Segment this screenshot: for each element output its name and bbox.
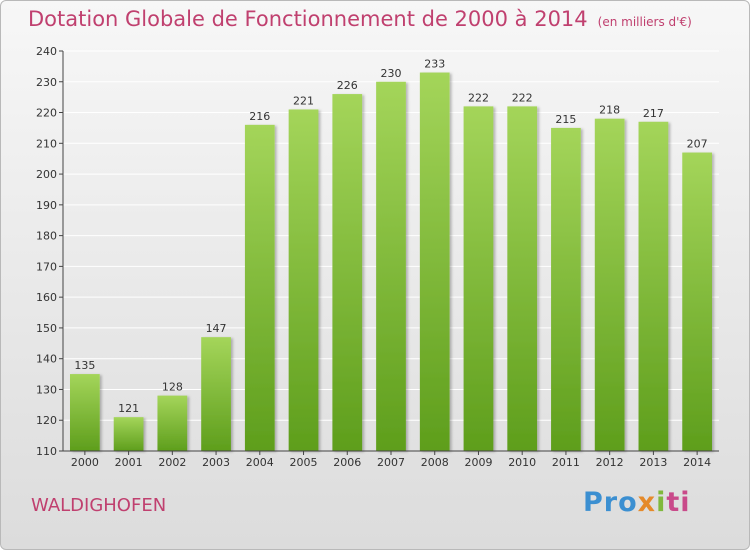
x-tick-label: 2001: [115, 456, 143, 469]
bar-2012: [594, 118, 625, 451]
data-label: 217: [643, 107, 664, 120]
y-tick-label: 140: [36, 353, 57, 366]
title-text: Dotation Globale de Fonctionnement de 20…: [28, 7, 588, 31]
y-tick-label: 130: [36, 383, 57, 396]
proxiti-logo: Proxiti: [583, 487, 691, 518]
data-label: 226: [337, 79, 358, 92]
bar-2006: [332, 94, 363, 452]
x-tick-label: 2014: [683, 456, 711, 469]
data-label: 121: [118, 402, 139, 415]
x-tick-label: 2007: [377, 456, 405, 469]
y-tick-label: 240: [36, 45, 57, 58]
bar-2005: [288, 109, 319, 451]
bar-2002: [157, 395, 188, 451]
data-label: 233: [424, 58, 445, 71]
bar-chart: 110 120 130 140 150 160 170 180 190 200 210 220 230 2…: [36, 45, 719, 469]
bar-2010: [507, 106, 538, 451]
commune-name: WALDIGHOFEN: [31, 495, 167, 516]
bar-2007: [376, 81, 406, 452]
x-tick-label: 2006: [333, 456, 361, 469]
x-tick-label: 2002: [158, 456, 186, 469]
bar-2003: [201, 337, 231, 451]
data-label: 221: [293, 94, 314, 107]
bar-2004: [244, 124, 275, 451]
bar-2014: [682, 152, 713, 452]
x-tick-label: 2004: [246, 456, 274, 469]
x-tick-label: 2003: [202, 456, 230, 469]
data-label: 216: [249, 110, 270, 123]
y-tick-label: 110: [36, 445, 57, 458]
bar-2009: [463, 106, 494, 451]
y-tick-label: 190: [36, 199, 57, 212]
data-label: 135: [74, 359, 95, 372]
y-tick-label: 120: [36, 414, 57, 427]
data-label: 128: [162, 381, 183, 394]
x-tick-label: 2009: [464, 456, 492, 469]
data-label: 215: [555, 113, 576, 126]
y-tick-label: 220: [36, 107, 57, 120]
x-tick-label: 2000: [71, 456, 99, 469]
data-label: 207: [687, 138, 708, 151]
x-tick-label: 2013: [639, 456, 667, 469]
x-tick-label: 2012: [596, 456, 624, 469]
x-tick-label: 2008: [421, 456, 449, 469]
chart-title: Dotation Globale de Fonctionnement de 20…: [28, 7, 692, 31]
data-label: 222: [468, 91, 489, 104]
bar-2008: [419, 72, 450, 452]
y-tick-label: 150: [36, 322, 57, 335]
data-label: 147: [206, 322, 227, 335]
x-tick-label: 2005: [290, 456, 318, 469]
bar-2013: [638, 121, 669, 452]
x-tick-label: 2010: [508, 456, 536, 469]
data-label: 230: [381, 67, 402, 80]
y-tick-label: 170: [36, 260, 57, 273]
y-tick-label: 200: [36, 168, 57, 181]
y-tick-label: 230: [36, 76, 57, 89]
y-tick-label: 180: [36, 230, 57, 243]
y-tick-label: 210: [36, 137, 57, 150]
bar-2011: [551, 127, 581, 451]
bar-2001: [113, 417, 144, 451]
title-unit: (en milliers d'€): [597, 15, 692, 29]
data-label: 218: [599, 104, 620, 117]
y-tick-label: 160: [36, 291, 57, 304]
bar-2000: [69, 374, 100, 451]
x-tick-label: 2011: [552, 456, 580, 469]
data-label: 222: [512, 91, 533, 104]
